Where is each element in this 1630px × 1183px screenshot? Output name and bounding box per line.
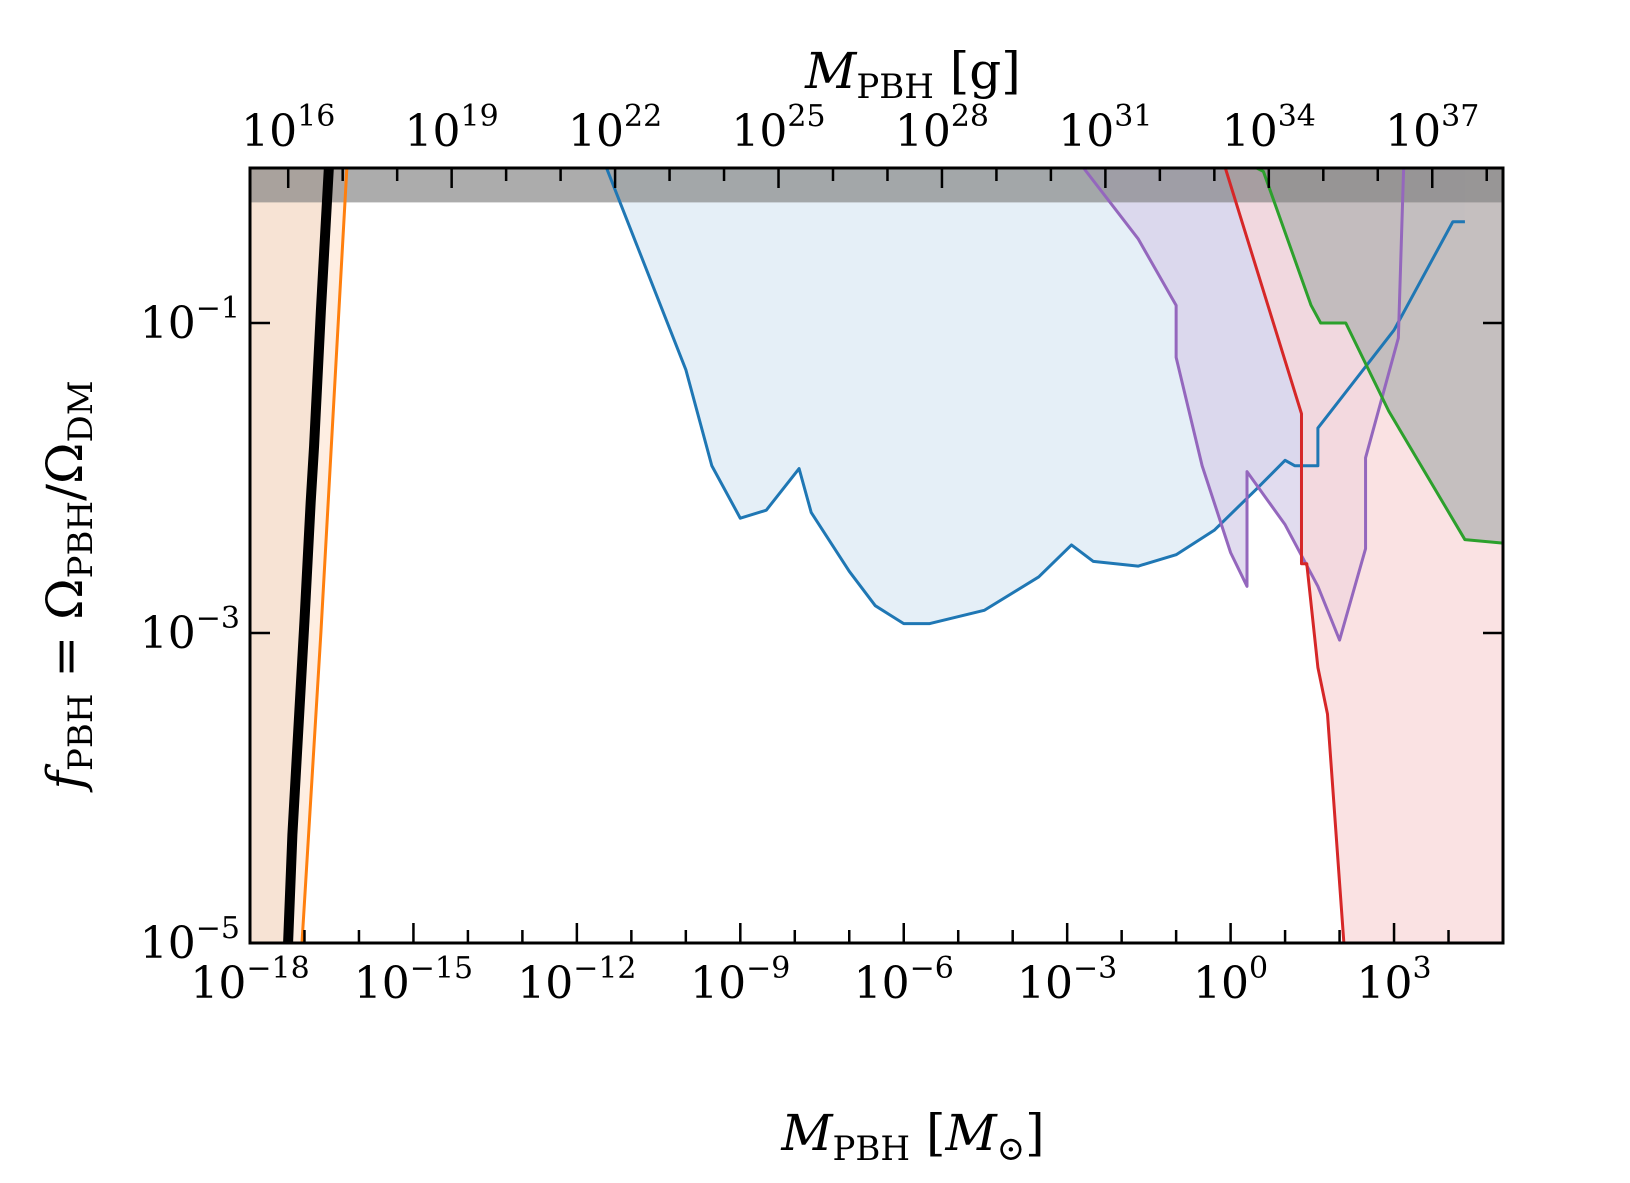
- x-tick-label-1-base: 10: [354, 958, 410, 1009]
- x-tick-label-6-exp: 0: [1249, 951, 1268, 986]
- y-tick-label-1: 10−3: [140, 601, 240, 659]
- top-x-tick-label-4-exp: 28: [951, 99, 989, 134]
- x-tick-label-7-base: 10: [1356, 958, 1412, 1009]
- top-axis-title-sub: PBH: [856, 67, 934, 107]
- constraint-curves: [283, 168, 1503, 943]
- y-axis-title-num-sub: PBH: [61, 501, 101, 579]
- top-axis-title: MPBH [g]: [804, 42, 1021, 107]
- x-tick-label-3-base: 10: [690, 958, 746, 1009]
- x-axis-title-open: [: [910, 1104, 945, 1162]
- x-axis-title-unit: M: [944, 1104, 998, 1162]
- top-x-tick-label-6-base: 10: [1222, 106, 1278, 157]
- x-tick-label-5: 10−3: [1017, 951, 1117, 1009]
- x-tick-label-4-exp: −6: [910, 951, 954, 986]
- x-tick-label-1-exp: −15: [410, 951, 473, 986]
- top-gray-band: [250, 168, 1503, 203]
- x-tick-label-4-base: 10: [854, 958, 910, 1009]
- top-x-tick-label-0-exp: 16: [297, 99, 335, 134]
- x-axis-title-sub: PBH: [833, 1129, 911, 1169]
- top-x-tick-label-5-base: 10: [1058, 106, 1114, 157]
- y-axis-title-den-sub: DM: [61, 380, 101, 442]
- y-tick-label-0-base: 10: [140, 918, 196, 969]
- y-tick-label-2-base: 10: [140, 298, 196, 349]
- top-x-tick-label-3: 1025: [731, 99, 825, 157]
- x-axis-title-main: M: [780, 1104, 834, 1162]
- top-x-tick-label-2-exp: 22: [624, 99, 662, 134]
- plot-border: [248, 166, 1505, 945]
- x-tick-label-3: 10−9: [690, 951, 790, 1009]
- top-x-tick-label-6: 1034: [1222, 99, 1316, 157]
- constraint-line-3: [1082, 168, 1406, 642]
- top-x-tick-label-7: 1037: [1385, 99, 1479, 157]
- top-x-tick-label-4: 1028: [895, 99, 989, 157]
- top-x-tick-label-1: 1019: [405, 99, 499, 157]
- axis-ticks: [248, 168, 1505, 945]
- top-x-tick-label-0-base: 10: [241, 106, 297, 157]
- x-tick-label-6-base: 10: [1193, 958, 1249, 1009]
- x-tick-label-0-base: 10: [190, 958, 246, 1009]
- top-x-tick-label-7-base: 10: [1385, 106, 1441, 157]
- x-axis-title-unit-sub: ⊙: [997, 1129, 1026, 1169]
- x-tick-label-2-exp: −12: [573, 951, 636, 986]
- constraint-line-4: [1223, 168, 1346, 943]
- y-axis-title: fPBH = ΩPBH/ΩDM: [36, 380, 101, 793]
- y-tick-label-1-exp: −3: [196, 601, 240, 636]
- y-axis-title-fsub: PBH: [61, 694, 101, 772]
- x-tick-label-6: 100: [1193, 951, 1268, 1009]
- y-axis-title-eq: = Ω: [36, 578, 94, 693]
- x-tick-label-2: 10−12: [517, 951, 636, 1009]
- y-tick-label-0: 10−5: [140, 911, 240, 969]
- top-axis-title-main: M: [804, 42, 858, 100]
- top-x-tick-label-5: 1031: [1058, 99, 1152, 157]
- y-tick-label-2-exp: −1: [196, 291, 240, 326]
- x-tick-label-0: 10−18: [190, 951, 309, 1009]
- x-tick-label-7: 103: [1356, 951, 1431, 1009]
- top-x-tick-label-7-exp: 37: [1441, 99, 1479, 134]
- top-x-tick-label-5-exp: 31: [1114, 99, 1152, 134]
- x-tick-label-2-base: 10: [517, 958, 573, 1009]
- top-x-tick-label-1-base: 10: [405, 106, 461, 157]
- x-tick-label-0-exp: −18: [246, 951, 309, 986]
- constraint-line-0: [283, 168, 334, 943]
- constraint-regions: [250, 168, 1503, 943]
- x-tick-label-4: 10−6: [854, 951, 954, 1009]
- y-tick-label-0-exp: −5: [196, 911, 240, 946]
- y-tick-label-1-base: 10: [140, 608, 196, 659]
- x-axis-title: MPBH [M⊙]: [780, 1104, 1044, 1169]
- constraint-line-1: [300, 168, 349, 943]
- gray-band-rect: [250, 168, 1503, 203]
- plot-frame: [248, 166, 1505, 945]
- constraint-line-2: [605, 168, 1465, 626]
- top-x-tick-label-4-base: 10: [895, 106, 951, 157]
- top-x-tick-label-2-base: 10: [568, 106, 624, 157]
- top-x-tick-label-0: 1016: [241, 99, 335, 157]
- x-tick-label-7-exp: 3: [1412, 951, 1431, 986]
- constraint-fill-5: [1256, 168, 1503, 544]
- x-axis-title-close: ]: [1025, 1104, 1045, 1162]
- top-x-tick-label-3-base: 10: [731, 106, 787, 157]
- top-x-tick-label-3-exp: 25: [787, 99, 825, 134]
- top-x-tick-label-1-exp: 19: [461, 99, 499, 134]
- x-tick-label-5-base: 10: [1017, 958, 1073, 1009]
- top-axis-title-unit: [g]: [934, 42, 1021, 100]
- x-tick-label-5-exp: −3: [1073, 951, 1117, 986]
- y-tick-label-2: 10−1: [140, 291, 240, 349]
- y-axis-title-slash: /Ω: [36, 443, 94, 501]
- x-tick-label-1: 10−15: [354, 951, 473, 1009]
- constraint-line-5: [1255, 168, 1503, 545]
- top-x-tick-label-2: 1022: [568, 99, 662, 157]
- top-x-tick-label-6-exp: 34: [1278, 99, 1316, 134]
- x-tick-label-3-exp: −9: [746, 951, 790, 986]
